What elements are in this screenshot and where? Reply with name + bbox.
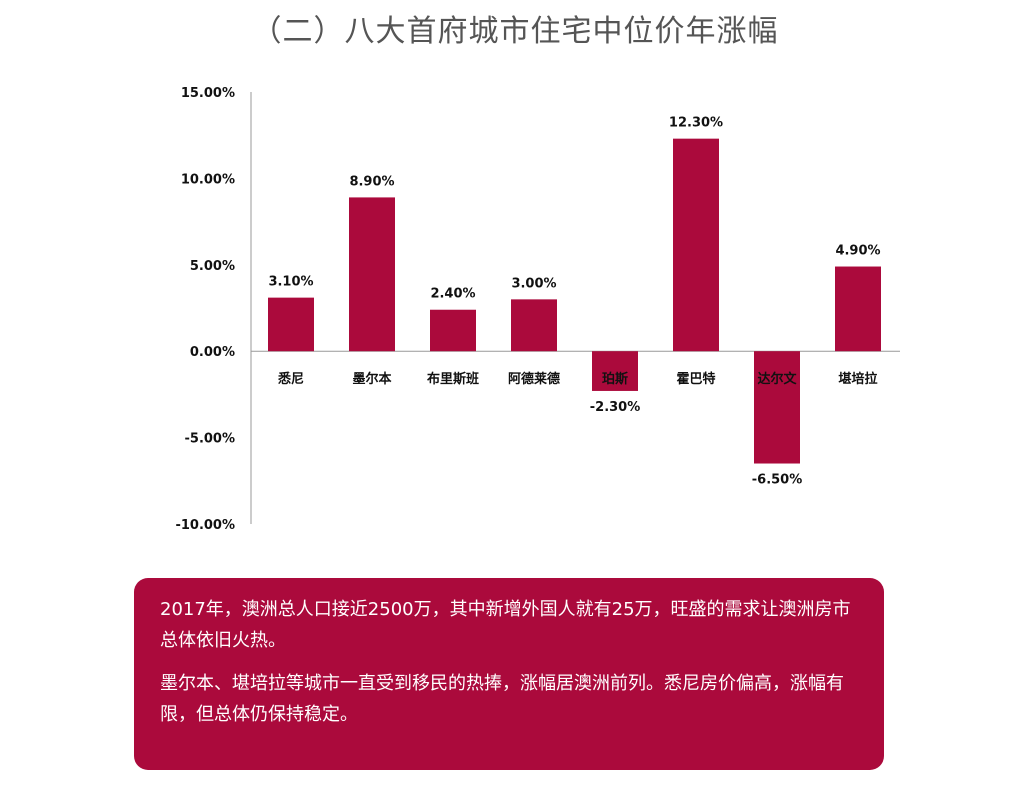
y-tick-label: 15.00% xyxy=(181,86,235,101)
y-tick-label: -5.00% xyxy=(185,432,236,447)
data-label: -6.50% xyxy=(752,473,803,488)
category-label: 阿德莱德 xyxy=(508,371,560,387)
bar xyxy=(268,297,314,352)
data-label: 3.00% xyxy=(511,276,556,291)
data-label: 4.90% xyxy=(835,244,880,259)
data-label: 8.90% xyxy=(349,174,394,189)
category-labels: 悉尼 墨尔本 布里斯班 阿德莱德 珀斯 霍巴特 达尔文 堪培拉 xyxy=(277,371,878,387)
data-label: 12.30% xyxy=(669,116,723,131)
data-label: -2.30% xyxy=(590,400,641,415)
bars xyxy=(268,138,881,464)
note-paragraph-2: 墨尔本、堪培拉等城市一直受到移民的热捧，涨幅居澳洲前列。悉尼房价偏高，涨幅有限，… xyxy=(160,673,844,725)
y-tick-label: 5.00% xyxy=(190,259,235,274)
category-label: 珀斯 xyxy=(602,371,628,387)
bar-chart: 15.00% 10.00% 5.00% 0.00% -5.00% -10.00% 3.10… xyxy=(175,86,900,533)
page-title: （二）八大首府城市住宅中位价年涨幅 xyxy=(251,14,779,49)
bar xyxy=(835,266,881,352)
y-tick-label: -10.00% xyxy=(175,518,235,533)
y-tick-label: 10.00% xyxy=(181,172,235,187)
category-label: 悉尼 xyxy=(277,371,304,387)
bar xyxy=(754,351,800,464)
category-label: 霍巴特 xyxy=(676,371,715,387)
bar xyxy=(592,351,638,391)
data-labels: 3.10% 8.90% 2.40% 3.00% -2.30% 12.30% -6.50% 4.… xyxy=(268,116,880,488)
category-label: 达尔文 xyxy=(757,371,797,387)
data-label: 3.10% xyxy=(268,275,313,290)
category-label: 墨尔本 xyxy=(352,371,391,387)
bar xyxy=(349,197,395,352)
summary-note-box: 2017年，澳洲总人口接近2500万，其中新增外国人就有25万，旺盛的需求让澳洲… xyxy=(134,578,884,770)
data-label: 2.40% xyxy=(430,287,475,302)
note-paragraph-1: 2017年，澳洲总人口接近2500万，其中新增外国人就有25万，旺盛的需求让澳洲… xyxy=(160,599,851,651)
category-label: 布里斯班 xyxy=(427,371,479,387)
category-label: 堪培拉 xyxy=(838,371,877,387)
bar xyxy=(673,138,719,352)
bar xyxy=(430,309,476,352)
bar xyxy=(511,299,557,352)
y-tick-label: 0.00% xyxy=(190,345,235,360)
